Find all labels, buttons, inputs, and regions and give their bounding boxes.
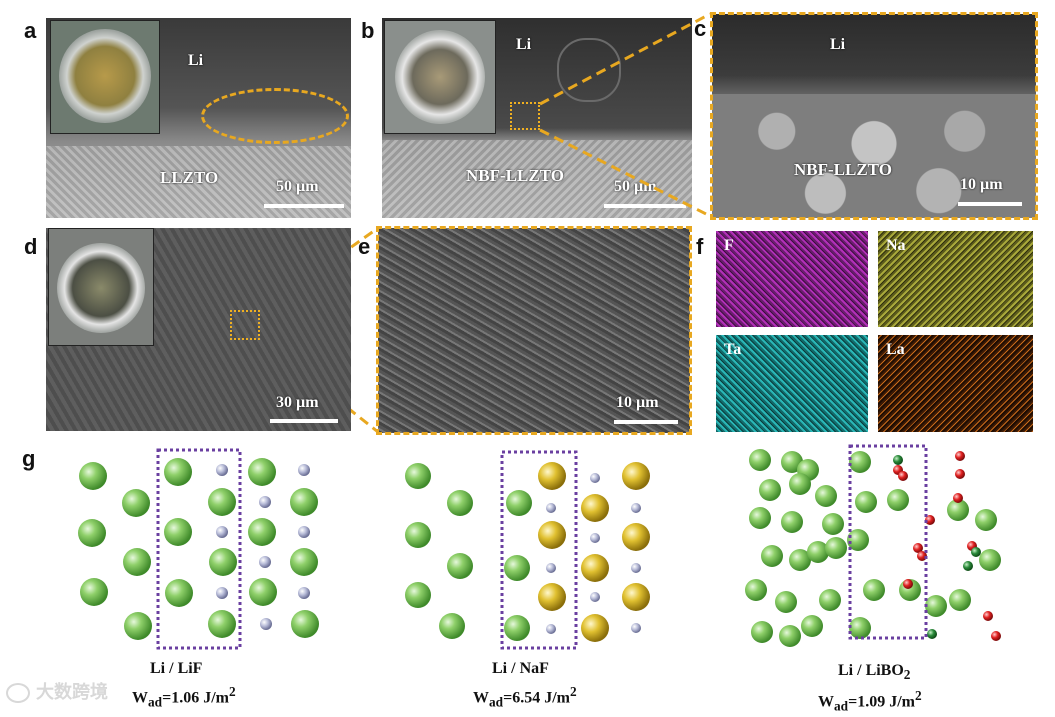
eds-label-la: La	[886, 341, 905, 358]
label-li-a: Li	[188, 52, 204, 69]
watermark-icon	[6, 683, 30, 703]
eds-label-f: F	[724, 237, 734, 254]
structure-li-libo2	[745, 444, 1001, 647]
panel-label-a: a	[24, 18, 37, 43]
atom-structures-g	[78, 444, 1001, 650]
coin-inset-d	[48, 228, 154, 346]
caption-li-lif: Li / LiF	[150, 660, 203, 677]
structure-li-lif	[78, 448, 319, 650]
sem-image-d: 30 µm	[46, 228, 351, 431]
panel-label-c: c	[694, 16, 707, 41]
scale-text-c: 10 µm	[960, 176, 1003, 193]
wad-li-naf-w: W	[473, 689, 489, 707]
zoom-frame-c	[710, 12, 1038, 220]
label-nbf-llzto-b: NBF-LLZTO	[466, 166, 564, 185]
wad-li-naf-sub: ad	[489, 694, 504, 710]
scale-bar-b	[604, 204, 686, 208]
sem-image-c: Li NBF-LLZTO 10 µm	[712, 14, 1036, 218]
scale-text-a: 50 µm	[276, 178, 319, 195]
zoom-frame-e	[376, 226, 692, 435]
panel-label-g: g	[22, 446, 36, 471]
coin-inset-b	[384, 20, 496, 134]
scale-text-e: 10 µm	[616, 394, 659, 411]
eds-label-ta: Ta	[724, 341, 742, 358]
caption-li-libo2-main: Li / LiBO	[838, 662, 904, 679]
wad-li-libo2-w: W	[818, 693, 834, 711]
watermark: 大数跨境	[6, 678, 108, 704]
coin-photo-b	[395, 30, 485, 124]
zoom-box-d	[230, 310, 260, 340]
eds-label-na: Na	[886, 237, 906, 254]
label-llzto-a: LLZTO	[160, 168, 219, 187]
wad-li-libo2-sup: 2	[914, 688, 922, 703]
scale-bar-e	[614, 420, 678, 424]
eds-map-f: F	[716, 231, 868, 327]
panel-label-d: d	[24, 234, 38, 259]
grains-c	[712, 94, 1036, 218]
wad-li-lif: Wad=1.06 J/m2	[132, 684, 236, 711]
scale-text-d: 30 µm	[276, 394, 319, 411]
wad-li-libo2: Wad=1.09 J/m2	[818, 688, 922, 715]
wad-li-naf-value: =6.54 J/m	[503, 689, 570, 707]
wad-li-naf: Wad=6.54 J/m2	[473, 684, 577, 711]
eds-map-la: La	[878, 335, 1033, 432]
panel-label-f: f	[696, 234, 704, 259]
panel-label-e: e	[358, 234, 371, 259]
label-nbf-llzto-c: NBF-LLZTO	[794, 160, 892, 179]
structure-li-naf	[405, 450, 650, 650]
caption-li-libo2: Li / LiBO2	[838, 662, 910, 683]
scale-bar-c	[958, 202, 1022, 206]
wad-li-lif-w: W	[132, 689, 148, 707]
scale-bar-a	[264, 204, 344, 208]
sem-image-b: Li NBF-LLZTO 50 µm	[382, 18, 692, 218]
wad-li-libo2-value: =1.09 J/m	[848, 693, 915, 711]
label-li-b: Li	[516, 36, 532, 53]
sem-image-a: Li LLZTO 50 µm	[46, 18, 351, 218]
wad-li-lif-sup: 2	[228, 684, 236, 699]
wad-li-libo2-sub: ad	[834, 698, 849, 714]
scale-bar-d	[270, 419, 338, 423]
coin-inset-a	[50, 20, 160, 134]
eds-map-na: Na	[878, 231, 1033, 327]
caption-li-libo2-sub: 2	[903, 667, 911, 683]
wad-li-lif-value: =1.06 J/m	[162, 689, 229, 707]
label-li-c: Li	[830, 36, 846, 53]
zoom-box-b	[510, 102, 540, 130]
sem-image-e: 10 µm	[378, 228, 690, 433]
caption-li-naf: Li / NaF	[492, 660, 549, 677]
coin-photo-a	[59, 29, 151, 123]
coin-photo-d	[57, 243, 145, 333]
panel-label-b: b	[361, 18, 375, 43]
watermark-text: 大数跨境	[36, 682, 108, 703]
wad-li-naf-sup: 2	[569, 684, 577, 699]
feature-outline-b	[557, 38, 621, 102]
wad-li-lif-sub: ad	[148, 694, 163, 710]
eds-map-ta: Ta	[716, 335, 868, 432]
dashed-ellipse-a	[201, 88, 349, 144]
